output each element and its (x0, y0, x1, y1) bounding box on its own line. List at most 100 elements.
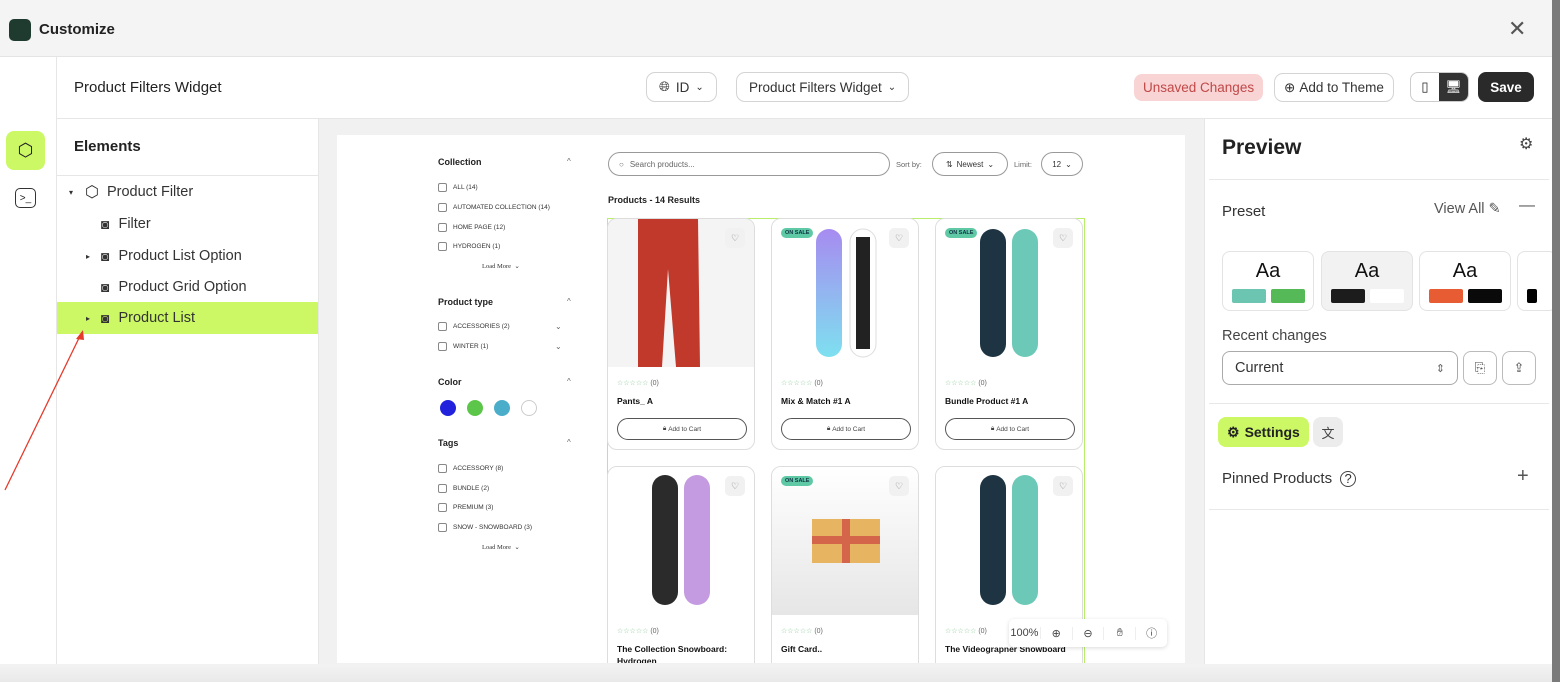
add-plus-icon[interactable]: + (1517, 465, 1529, 487)
preset-card[interactable] (1517, 251, 1557, 311)
add-to-cart-button[interactable]: 🔒︎ Add to Cart (781, 418, 911, 440)
widget-select-value: Product Filters Widget (749, 79, 882, 95)
product-card[interactable]: ON SALE ♡ ☆☆☆☆☆ (0) Gift Card.. (771, 466, 919, 663)
search-input[interactable]: ○ Search products... (608, 152, 890, 176)
window-edge (1552, 0, 1560, 682)
filter-option[interactable]: ACCESSORIES (2) (438, 322, 510, 331)
filter-option[interactable]: HYDROGEN (1) (438, 242, 500, 251)
desktop-icon[interactable]: 🖥︎ (1439, 73, 1468, 101)
close-icon[interactable]: ✕ (1508, 16, 1527, 41)
window-title: Customize (39, 21, 115, 38)
recent-changes-select[interactable]: Current ⇕ (1222, 351, 1458, 385)
chevron-up-icon[interactable]: ^ (567, 157, 571, 166)
filter-option[interactable]: ALL (14) (438, 183, 478, 192)
tree-item-product-list[interactable]: ▸ ◙ Product List (57, 302, 318, 334)
rating-stars: ☆☆☆☆☆ (0) (945, 628, 987, 635)
preset-card[interactable]: Aa (1419, 251, 1511, 311)
gear-icon[interactable]: ⚙ (1519, 136, 1534, 153)
hand-pan-icon[interactable]: ✋︎ (1104, 626, 1137, 640)
rating-stars: ☆☆☆☆☆ (0) (617, 628, 659, 635)
preset-card-selected[interactable]: Aa (1321, 251, 1413, 311)
tree-item-label: Product Filter (106, 184, 194, 200)
chevron-up-icon[interactable]: ^ (567, 297, 571, 306)
translate-icon[interactable]: 文 (1313, 417, 1343, 447)
caret-down-icon: ▾ (69, 187, 74, 197)
tree-item-label: Product List Option (118, 248, 242, 264)
chevron-up-icon[interactable]: ^ (567, 438, 571, 447)
caret-right-icon: ▸ (86, 251, 91, 261)
filter-option[interactable]: AUTOMATED COLLECTION (14) (438, 203, 550, 212)
collapse-minus-icon[interactable]: — (1519, 197, 1535, 214)
mobile-icon[interactable]: ▯ (1421, 79, 1429, 94)
save-button[interactable]: Save (1478, 72, 1534, 102)
filter-option[interactable]: PREMIUM (3) (438, 503, 493, 512)
product-image (772, 219, 918, 367)
tree-item-product-grid-option[interactable]: ◙ Product Grid Option (57, 271, 318, 303)
code-icon[interactable]: >_ (15, 188, 36, 208)
preset-card[interactable]: Aa (1222, 251, 1314, 311)
widget-select[interactable]: Product Filters Widget ⌄ (736, 72, 910, 102)
wishlist-heart-icon[interactable]: ♡ (889, 228, 909, 248)
divider (1209, 179, 1549, 180)
results-count: Products - 14 Results (608, 195, 701, 205)
wishlist-heart-icon[interactable]: ♡ (1053, 228, 1073, 248)
color-swatch-teal[interactable] (494, 400, 510, 416)
bottom-edge (0, 664, 1556, 682)
add-to-theme-label: Add to Theme (1299, 80, 1384, 95)
rating-stars: ☆☆☆☆☆ (0) (781, 380, 823, 387)
tree-item-label: Filter (118, 216, 151, 232)
add-to-theme-button[interactable]: ⊕ Add to Theme (1274, 73, 1394, 102)
wishlist-heart-icon[interactable]: ♡ (889, 476, 909, 496)
tree-item-product-filter[interactable]: ▾ ⬡ Product Filter (57, 176, 318, 208)
wishlist-heart-icon[interactable]: ♡ (725, 476, 745, 496)
product-name: The Videograpner Snowboard (945, 644, 1066, 654)
chevron-down-icon[interactable]: ⌄ (555, 322, 562, 331)
wishlist-heart-icon[interactable]: ♡ (1053, 476, 1073, 496)
tree-item-filter[interactable]: ◙ Filter (57, 208, 318, 240)
chevron-down-icon[interactable]: ⌄ (555, 342, 562, 351)
filter-option[interactable]: ACCESSORY (8) (438, 464, 503, 473)
filter-option[interactable]: BUNDLE (2) (438, 484, 489, 493)
help-icon[interactable]: ⓘ (1146, 628, 1158, 640)
add-to-cart-button[interactable]: 🔒︎ Add to Cart (945, 418, 1075, 440)
search-icon: ○ (619, 159, 624, 169)
filter-option[interactable]: WINTER (1) (438, 342, 488, 351)
view-all-link[interactable]: View All ✎ (1434, 201, 1501, 217)
import-icon[interactable]: ⎘ (1463, 351, 1497, 385)
product-card[interactable]: ON SALE ♡ ☆☆☆☆☆ (0) Mix & Match #1 A 🔒︎ … (771, 218, 919, 450)
filter-option[interactable]: HOME PAGE (12) (438, 223, 505, 232)
filter-option[interactable]: SNOW - SNOWBOARD (3) (438, 523, 532, 532)
chevron-up-icon[interactable]: ^ (567, 377, 571, 386)
settings-tab[interactable]: ⚙ Settings (1218, 417, 1309, 447)
zoom-out-icon[interactable]: ⊖ (1073, 626, 1105, 640)
load-more-button[interactable]: Load More ⌄ (482, 262, 520, 271)
product-card[interactable]: ♡ ☆☆☆☆☆ (0) The Collection Snowboard: Hy… (607, 466, 755, 663)
color-swatch-blue[interactable] (440, 400, 456, 416)
color-swatch-green[interactable] (467, 400, 483, 416)
rating-stars: ☆☆☆☆☆ (0) (617, 380, 659, 387)
zoom-in-icon[interactable]: ⊕ (1041, 626, 1073, 640)
cube-icon: ⬡ (85, 184, 99, 201)
add-to-cart-button[interactable]: 🔒︎ Add to Cart (617, 418, 747, 440)
toolbar: ⇥ Product Filters Widget 🌐︎ ID ⌄ Product… (0, 57, 1556, 119)
limit-select[interactable]: 12 ⌄ (1041, 152, 1083, 176)
elements-cube-icon[interactable]: ⬡ (6, 131, 45, 170)
updown-chevron-icon: ⇕ (1435, 362, 1445, 375)
wishlist-heart-icon[interactable]: ♡ (725, 228, 745, 248)
sale-badge: ON SALE (781, 476, 814, 486)
settings-sliders-icon: ⚙ (1227, 423, 1240, 440)
product-card[interactable]: ON SALE ♡ ☆☆☆☆☆ (0) Bundle Product #1 A … (935, 218, 1083, 450)
sale-badge: ON SALE (945, 228, 978, 238)
product-card[interactable]: ♡ ☆☆☆☆☆ (0) Pants_ A 🔒︎ Add to Cart (607, 218, 755, 450)
color-swatch-white[interactable] (521, 400, 537, 416)
rating-stars: ☆☆☆☆☆ (0) (781, 628, 823, 635)
sort-select[interactable]: ⇅ Newest ⌄ (932, 152, 1008, 176)
upload-icon[interactable]: ⇪ (1502, 351, 1536, 385)
filter-heading-collection: Collection (438, 157, 482, 167)
language-select[interactable]: 🌐︎ ID ⌄ (646, 72, 717, 102)
tree-item-product-list-option[interactable]: ▸ ◙ Product List Option (57, 240, 318, 272)
product-card[interactable]: ♡ ☆☆☆☆☆ (0) The Videograpner Snowboard (935, 466, 1083, 663)
load-more-button[interactable]: Load More ⌄ (482, 543, 520, 552)
widget-icon: ◙ (101, 248, 110, 264)
caret-right-icon: ▸ (86, 313, 91, 323)
